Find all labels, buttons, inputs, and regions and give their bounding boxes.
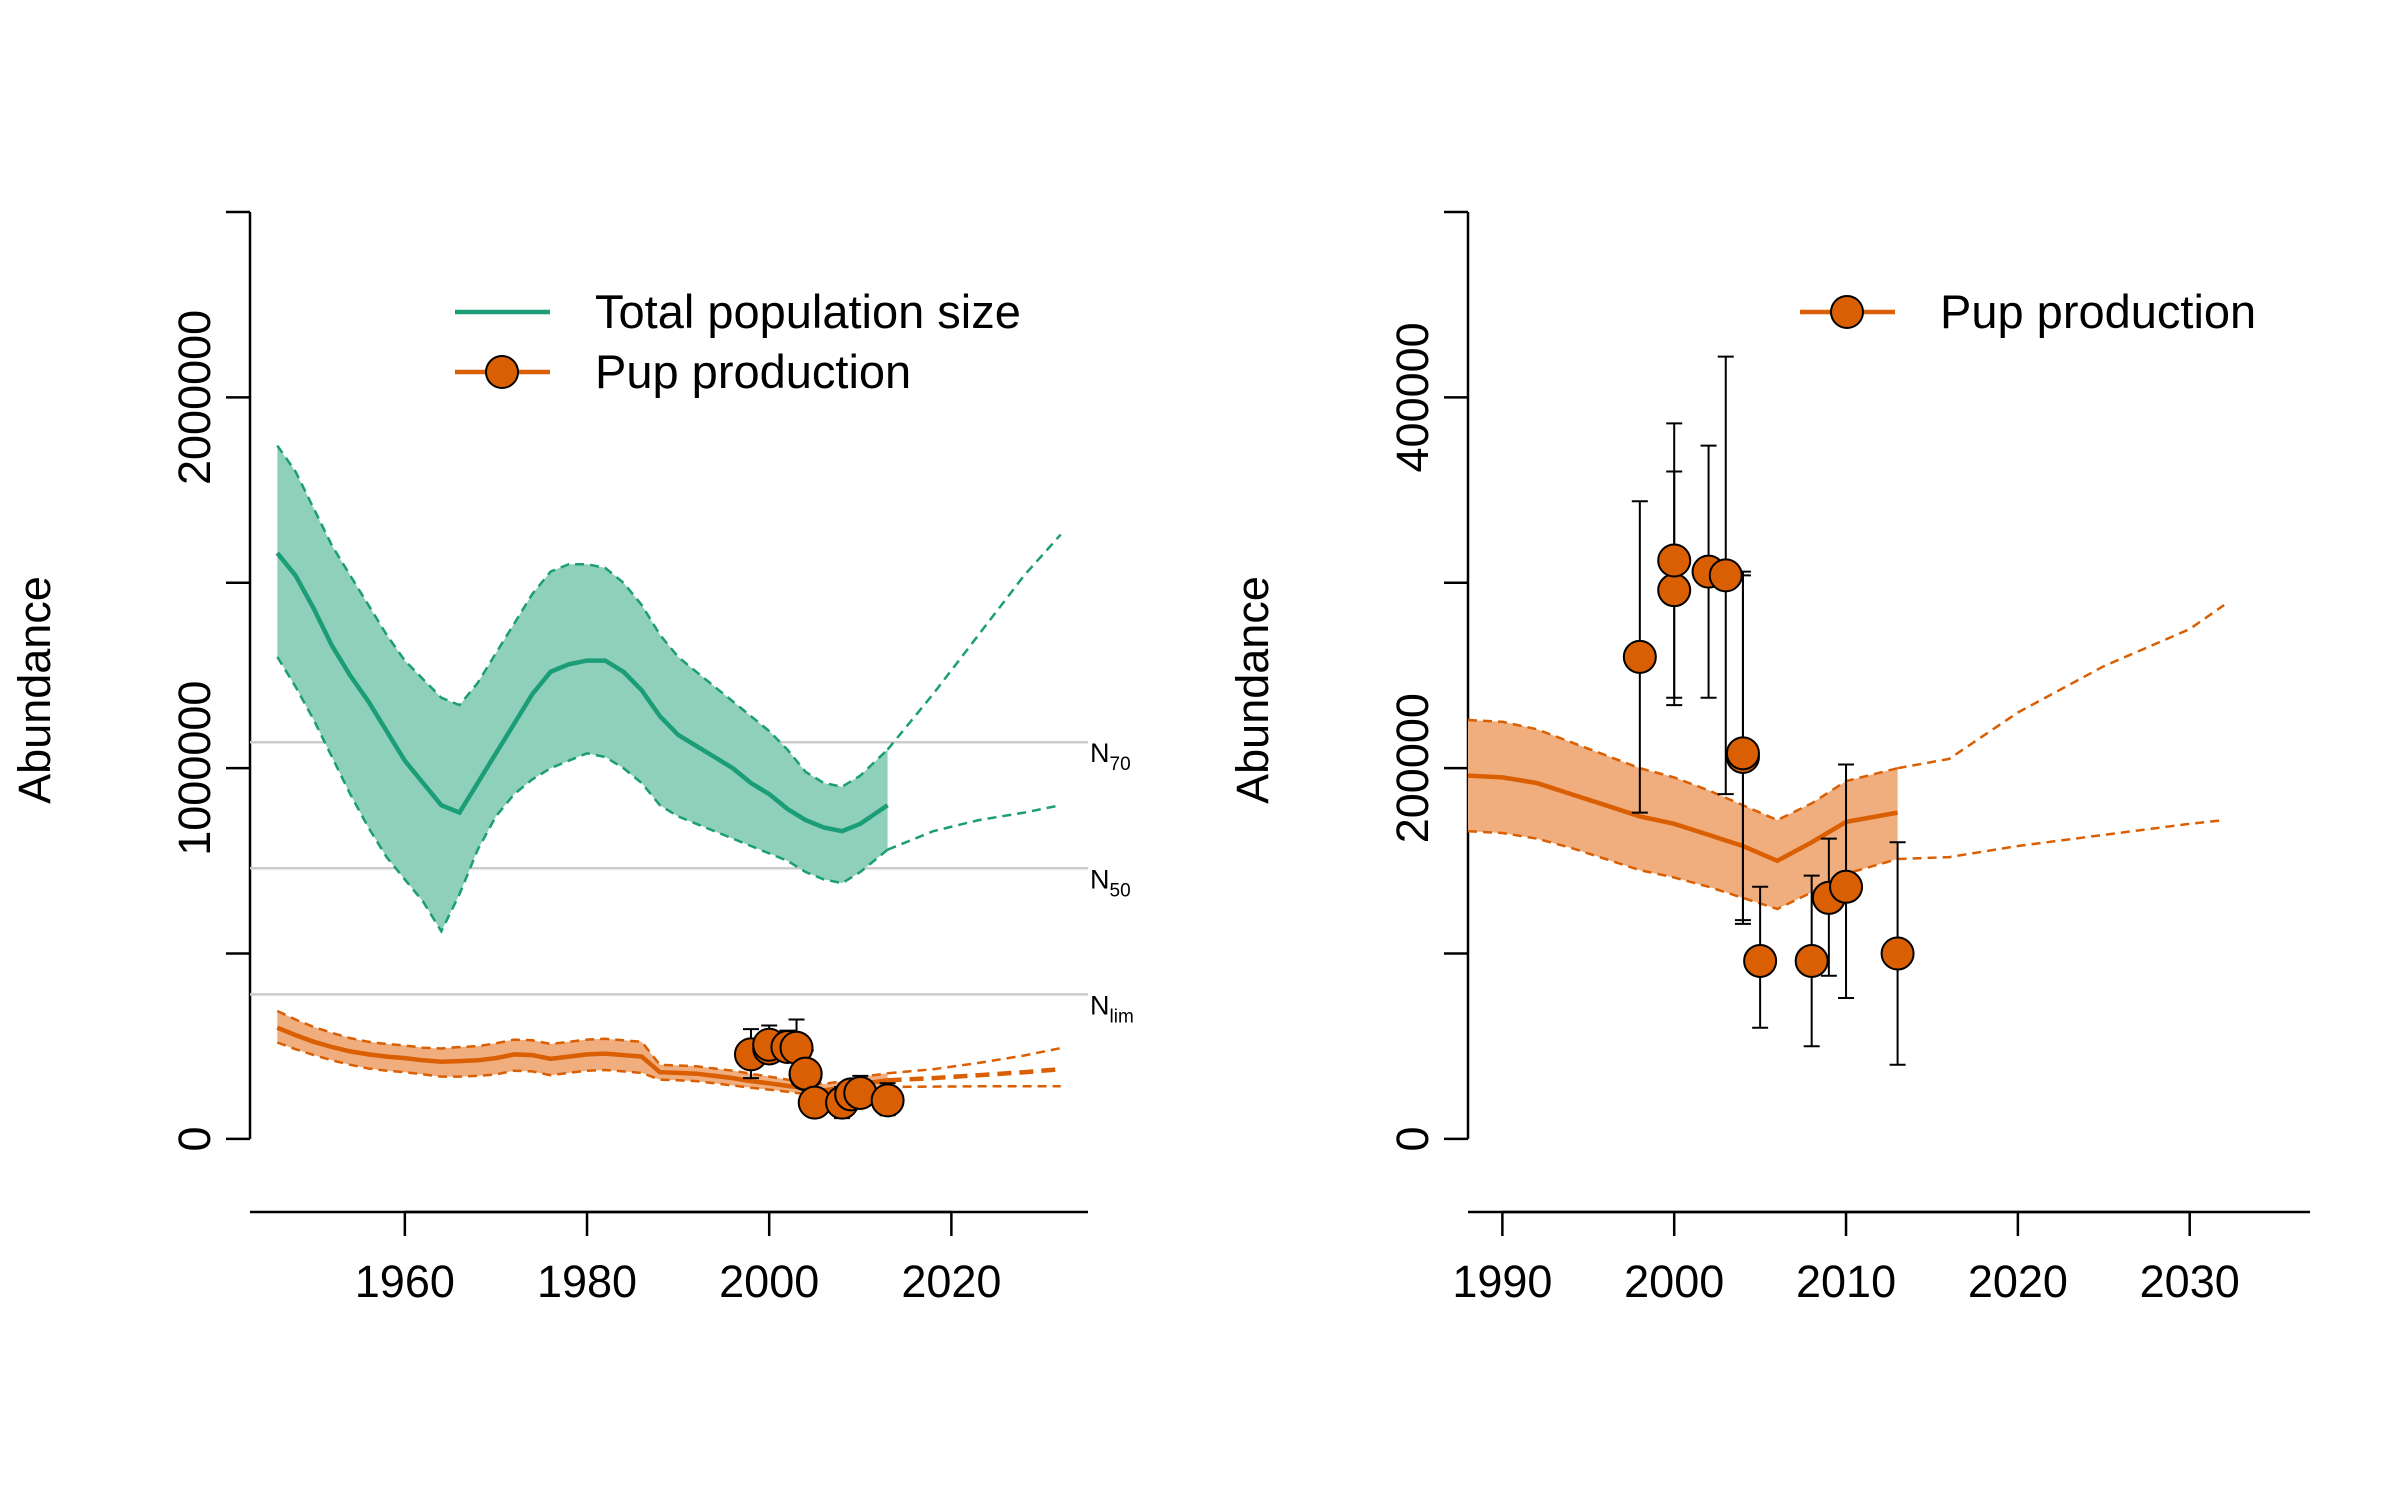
legend-marker xyxy=(485,355,519,389)
x-tick-label: 2010 xyxy=(1796,1256,1896,1307)
x-tick-label: 2020 xyxy=(901,1256,1001,1307)
x-tick-label: 2030 xyxy=(2140,1256,2240,1307)
y-tick-label: 200000 xyxy=(1387,693,1438,843)
y-tick-label: 2000000 xyxy=(169,310,220,485)
observation-point xyxy=(1622,639,1657,674)
observation-point xyxy=(870,1083,905,1118)
observation-point xyxy=(1725,736,1760,771)
observation-point xyxy=(1794,943,1829,978)
observation-point xyxy=(1657,543,1692,578)
reference-line-label: N70 xyxy=(1090,738,1131,775)
observation-point xyxy=(1657,573,1692,608)
projection-lower xyxy=(887,1085,1061,1089)
y-axis-label: Abundance xyxy=(9,576,60,804)
right-chart-panel: 0 200000 400000 1990 2000 2010 2020 2030 Abundan… xyxy=(1227,210,2310,1307)
x-tick-label: 2020 xyxy=(1968,1256,2068,1307)
band-lower-edge xyxy=(276,1041,888,1098)
band-upper-edge xyxy=(276,1009,888,1086)
projection-upper xyxy=(886,533,1062,751)
legend: Total population size Pup production xyxy=(455,285,1021,398)
band-lower-edge xyxy=(1467,829,1898,911)
y-tick-label: 0 xyxy=(169,1126,220,1151)
legend-entry: Pup production xyxy=(595,345,911,398)
left-chart-panel: 0 1000000 2000000 1960 1980 2000 2020 Abundance… xyxy=(9,210,1134,1307)
reference-line-subscript: lim xyxy=(1110,1006,1134,1027)
reference-line-label: Nlim xyxy=(1090,990,1134,1027)
projection-upper xyxy=(887,1046,1061,1075)
y-tick-label: 1000000 xyxy=(169,681,220,856)
y-axis-label: Abundance xyxy=(1227,576,1278,804)
observation-point xyxy=(788,1056,823,1091)
observation-point xyxy=(1829,869,1864,904)
y-tick-label: 0 xyxy=(1387,1126,1438,1151)
legend: Pup production xyxy=(1800,285,2256,338)
band-upper-edge xyxy=(276,444,889,789)
observation-point xyxy=(1708,558,1743,593)
band-upper-edge xyxy=(1467,718,1898,822)
projection-mean xyxy=(887,1066,1061,1083)
observation-point xyxy=(1880,936,1915,971)
band-lower-edge xyxy=(276,656,889,934)
legend-entry: Total population size xyxy=(595,285,1021,338)
x-tick-label: 1960 xyxy=(355,1256,455,1307)
x-tick-label: 1990 xyxy=(1452,1256,1552,1307)
mean-line xyxy=(276,1025,888,1093)
mean-line xyxy=(1467,773,1898,864)
x-tick-label: 2000 xyxy=(1624,1256,1724,1307)
confidence-band xyxy=(1468,720,1898,909)
reference-line-subscript: 50 xyxy=(1110,880,1131,901)
reference-line-subscript: 70 xyxy=(1110,754,1131,775)
observation-point xyxy=(1743,943,1778,978)
projection-lower xyxy=(887,803,1061,851)
projection-lower xyxy=(1897,818,2225,861)
reference-line-label: N50 xyxy=(1090,864,1131,901)
x-tick-label: 1980 xyxy=(537,1256,637,1307)
legend-marker xyxy=(1830,295,1864,329)
projection-upper xyxy=(1897,603,2225,770)
x-tick-label: 2000 xyxy=(719,1256,819,1307)
mean-line xyxy=(275,551,889,834)
legend-entry: Pup production xyxy=(1940,285,2256,338)
y-tick-label: 400000 xyxy=(1387,322,1438,472)
confidence-band xyxy=(277,445,888,932)
